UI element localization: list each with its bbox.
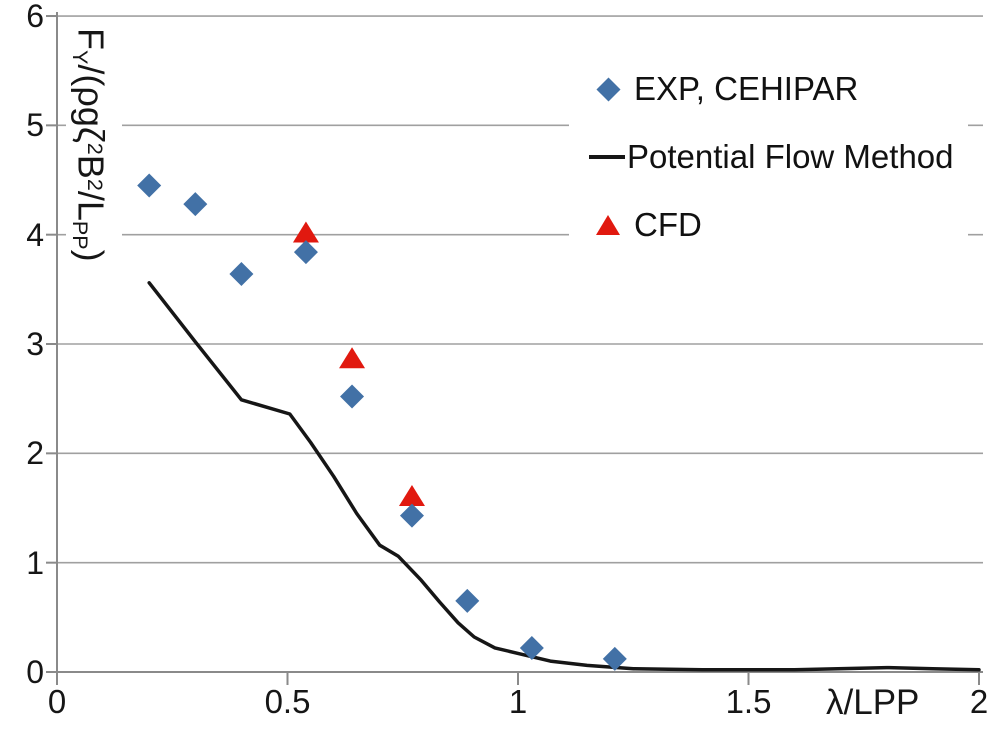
y-axis-title: FY/(ρgζ2B2/LPP) (66, 28, 122, 276)
y-tick-label: 2 (26, 435, 44, 472)
legend-item-exp-cehipar: EXP, CEHIPAR (569, 67, 858, 111)
legend-label-potential-flow: Potential Flow Method (627, 138, 954, 175)
legend: EXP, CEHIPAR Potential Flow Method CFD (569, 52, 968, 245)
y-axis-title-segment: 2 (83, 178, 108, 191)
y-axis-title-segment: B (70, 154, 112, 179)
legend-label-cfd: CFD (634, 206, 702, 243)
legend-marker-slot (596, 213, 620, 237)
y-tick-label: 5 (26, 107, 44, 144)
exp-point (183, 192, 208, 217)
x-tick-label: 1.5 (725, 683, 772, 720)
exp-point (519, 635, 544, 660)
cfd-point (398, 484, 425, 506)
exp-point (455, 588, 480, 613)
y-tick-label: 0 (26, 654, 44, 690)
legend-item-cfd: CFD (569, 203, 702, 247)
y-axis-title-segment: 2 (83, 142, 108, 155)
y-axis-title-segment: PP (67, 220, 93, 250)
exp-point (602, 646, 627, 671)
exp-point (340, 384, 365, 409)
y-axis-title-segment: Y (67, 50, 93, 65)
potential-flow-line (147, 281, 981, 672)
exp-point (399, 503, 424, 528)
x-axis-title: λ/LPP (826, 683, 920, 722)
legend-label-exp-cehipar: EXP, CEHIPAR (634, 70, 859, 107)
x-tick-label: 0.5 (264, 683, 311, 720)
y-tick-label: 4 (26, 216, 44, 253)
legend-item-potential-flow: Potential Flow Method (569, 135, 954, 179)
y-axis-title-segment: /(ρgζ (70, 64, 112, 143)
x-tick-label: 2 (969, 683, 989, 720)
exp-point (229, 262, 254, 287)
line-marker-icon (589, 155, 625, 159)
exp-point (137, 173, 162, 198)
y-axis-title-segment: F (70, 28, 112, 50)
y-axis-title-segment: ) (70, 249, 112, 262)
y-tick-label: 1 (26, 544, 44, 581)
exp-point (293, 240, 318, 265)
diamond-marker-icon (595, 76, 621, 102)
y-axis-title-segment: /L (70, 190, 112, 221)
x-tick-label: 0 (47, 683, 67, 720)
triangle-marker-icon (596, 215, 620, 235)
y-tick-label: 6 (26, 0, 44, 35)
legend-marker-slot (595, 76, 621, 102)
x-tick-label: 1 (508, 683, 528, 720)
cfd-point (292, 221, 319, 243)
cfd-point (339, 347, 366, 369)
y-tick-label: 3 (26, 326, 44, 362)
